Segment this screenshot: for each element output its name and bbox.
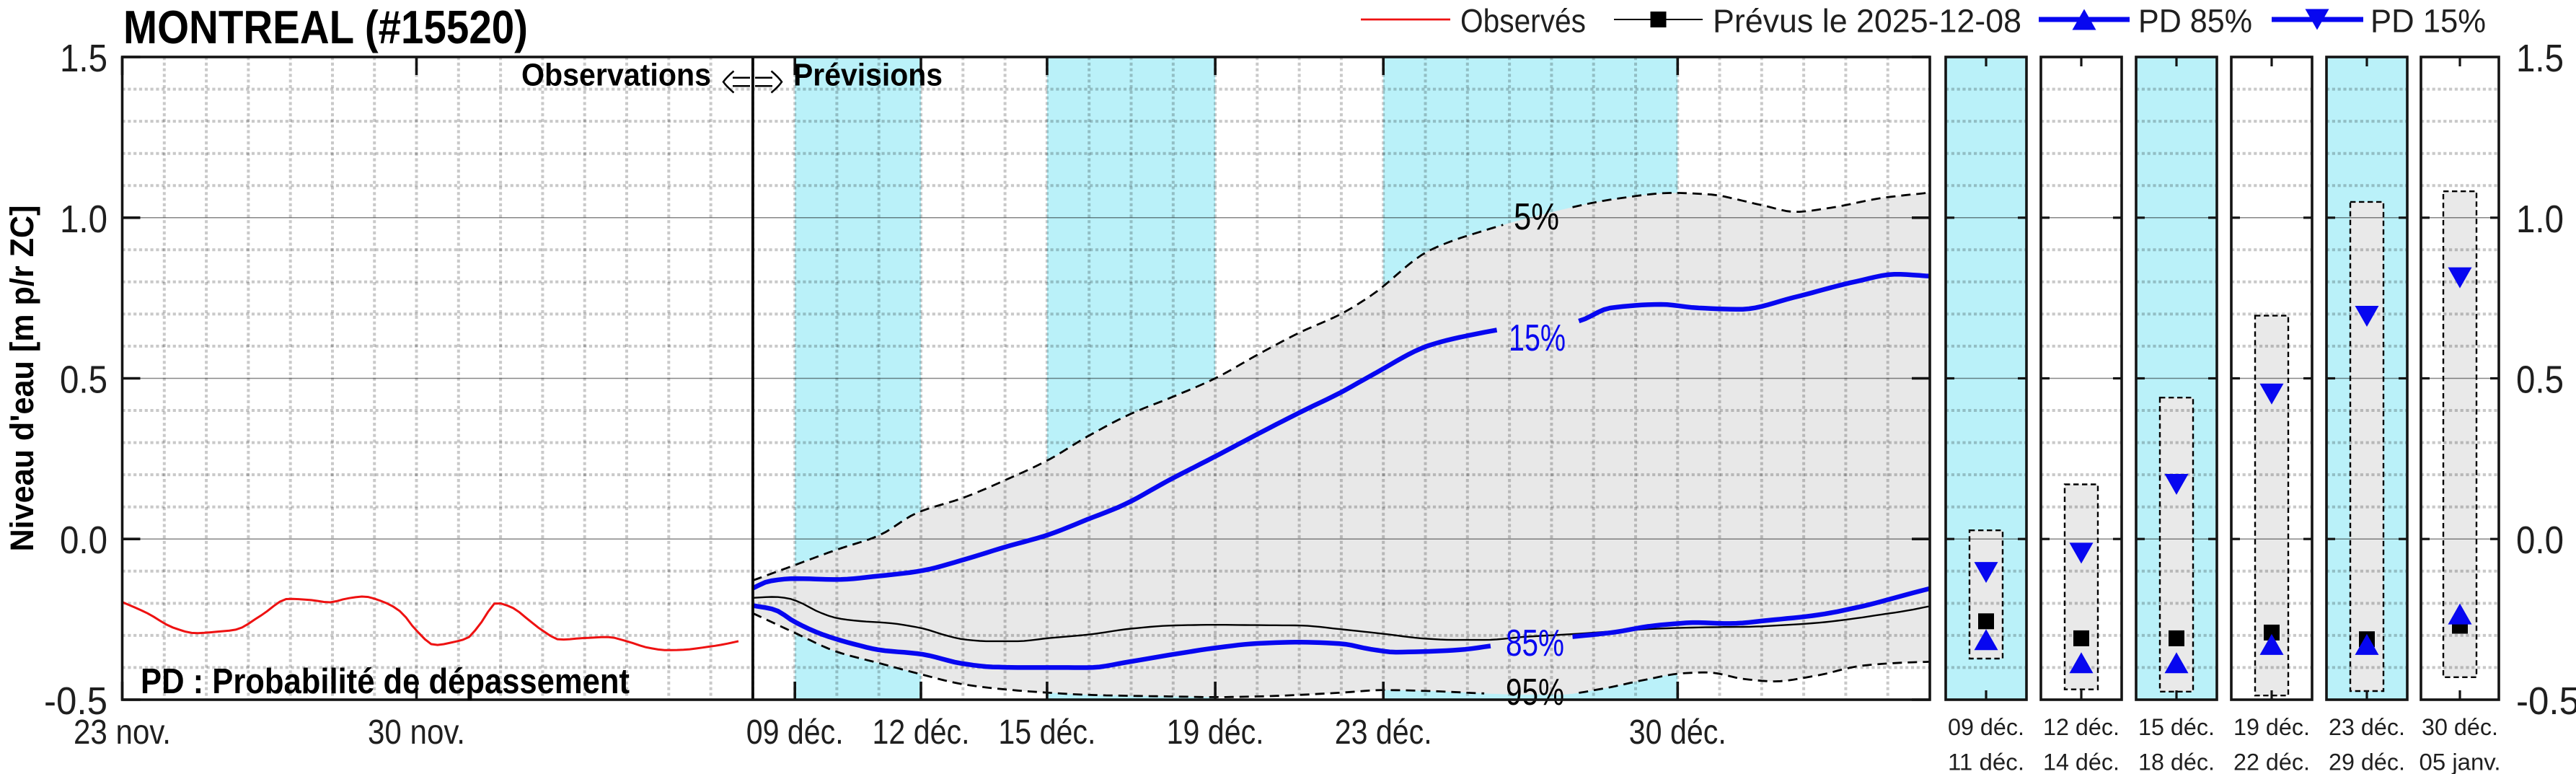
svg-text:29 déc.: 29 déc. — [2329, 749, 2405, 774]
svg-text:1.0: 1.0 — [2516, 198, 2564, 241]
svg-text:5%: 5% — [1514, 196, 1559, 238]
svg-text:05 janv.: 05 janv. — [2420, 749, 2501, 774]
svg-text:Prévus le 2025-12-08: Prévus le 2025-12-08 — [1713, 3, 2021, 40]
svg-text:Niveau d'eau [m p/r ZC]: Niveau d'eau [m p/r ZC] — [4, 206, 40, 552]
svg-text:30 déc.: 30 déc. — [1629, 713, 1726, 752]
svg-text:12 déc.: 12 déc. — [2043, 714, 2120, 740]
svg-text:18 déc.: 18 déc. — [2138, 749, 2215, 774]
svg-text:09 déc.: 09 déc. — [1948, 714, 2024, 740]
svg-text:23 nov.: 23 nov. — [74, 713, 171, 752]
svg-text:Observés: Observés — [1460, 3, 1586, 40]
svg-text:1.5: 1.5 — [2516, 37, 2564, 80]
svg-text:-0.5: -0.5 — [44, 680, 107, 723]
svg-text:MONTREAL (#15520): MONTREAL (#15520) — [123, 1, 528, 53]
svg-text:PD 85%: PD 85% — [2138, 3, 2252, 40]
svg-text:30 déc.: 30 déc. — [2422, 714, 2498, 740]
svg-text:23 déc.: 23 déc. — [1335, 713, 1432, 752]
svg-text:22 déc.: 22 déc. — [2233, 749, 2310, 774]
svg-text:Observations: Observations — [521, 58, 711, 93]
svg-text:11 déc.: 11 déc. — [1948, 749, 2024, 774]
svg-text:14 déc.: 14 déc. — [2043, 749, 2120, 774]
svg-text:85%: 85% — [1506, 623, 1564, 664]
svg-text:15%: 15% — [1509, 317, 1566, 359]
svg-text:30 nov.: 30 nov. — [368, 713, 465, 752]
svg-text:PD 15%: PD 15% — [2370, 3, 2486, 40]
svg-text:19 déc.: 19 déc. — [1167, 713, 1264, 752]
svg-text:19 déc.: 19 déc. — [2233, 714, 2310, 740]
svg-text:-0.5: -0.5 — [2516, 680, 2576, 723]
svg-text:0.5: 0.5 — [2516, 359, 2564, 402]
svg-text:12 déc.: 12 déc. — [873, 713, 970, 752]
svg-text:95%: 95% — [1506, 672, 1564, 713]
svg-text:1.0: 1.0 — [60, 198, 107, 241]
svg-text:15 déc.: 15 déc. — [2138, 714, 2215, 740]
svg-text:PD : Probabilité de dépassemen: PD : Probabilité de dépassement — [141, 662, 630, 701]
svg-text:1.5: 1.5 — [60, 37, 107, 80]
svg-text:09 déc.: 09 déc. — [746, 713, 844, 752]
svg-text:0.0: 0.0 — [60, 519, 107, 562]
svg-text:0.0: 0.0 — [2516, 519, 2564, 562]
svg-text:15 déc.: 15 déc. — [998, 713, 1095, 752]
svg-text:Prévisions: Prévisions — [793, 58, 943, 93]
svg-text:23 déc.: 23 déc. — [2329, 714, 2405, 740]
svg-text:0.5: 0.5 — [60, 359, 107, 402]
